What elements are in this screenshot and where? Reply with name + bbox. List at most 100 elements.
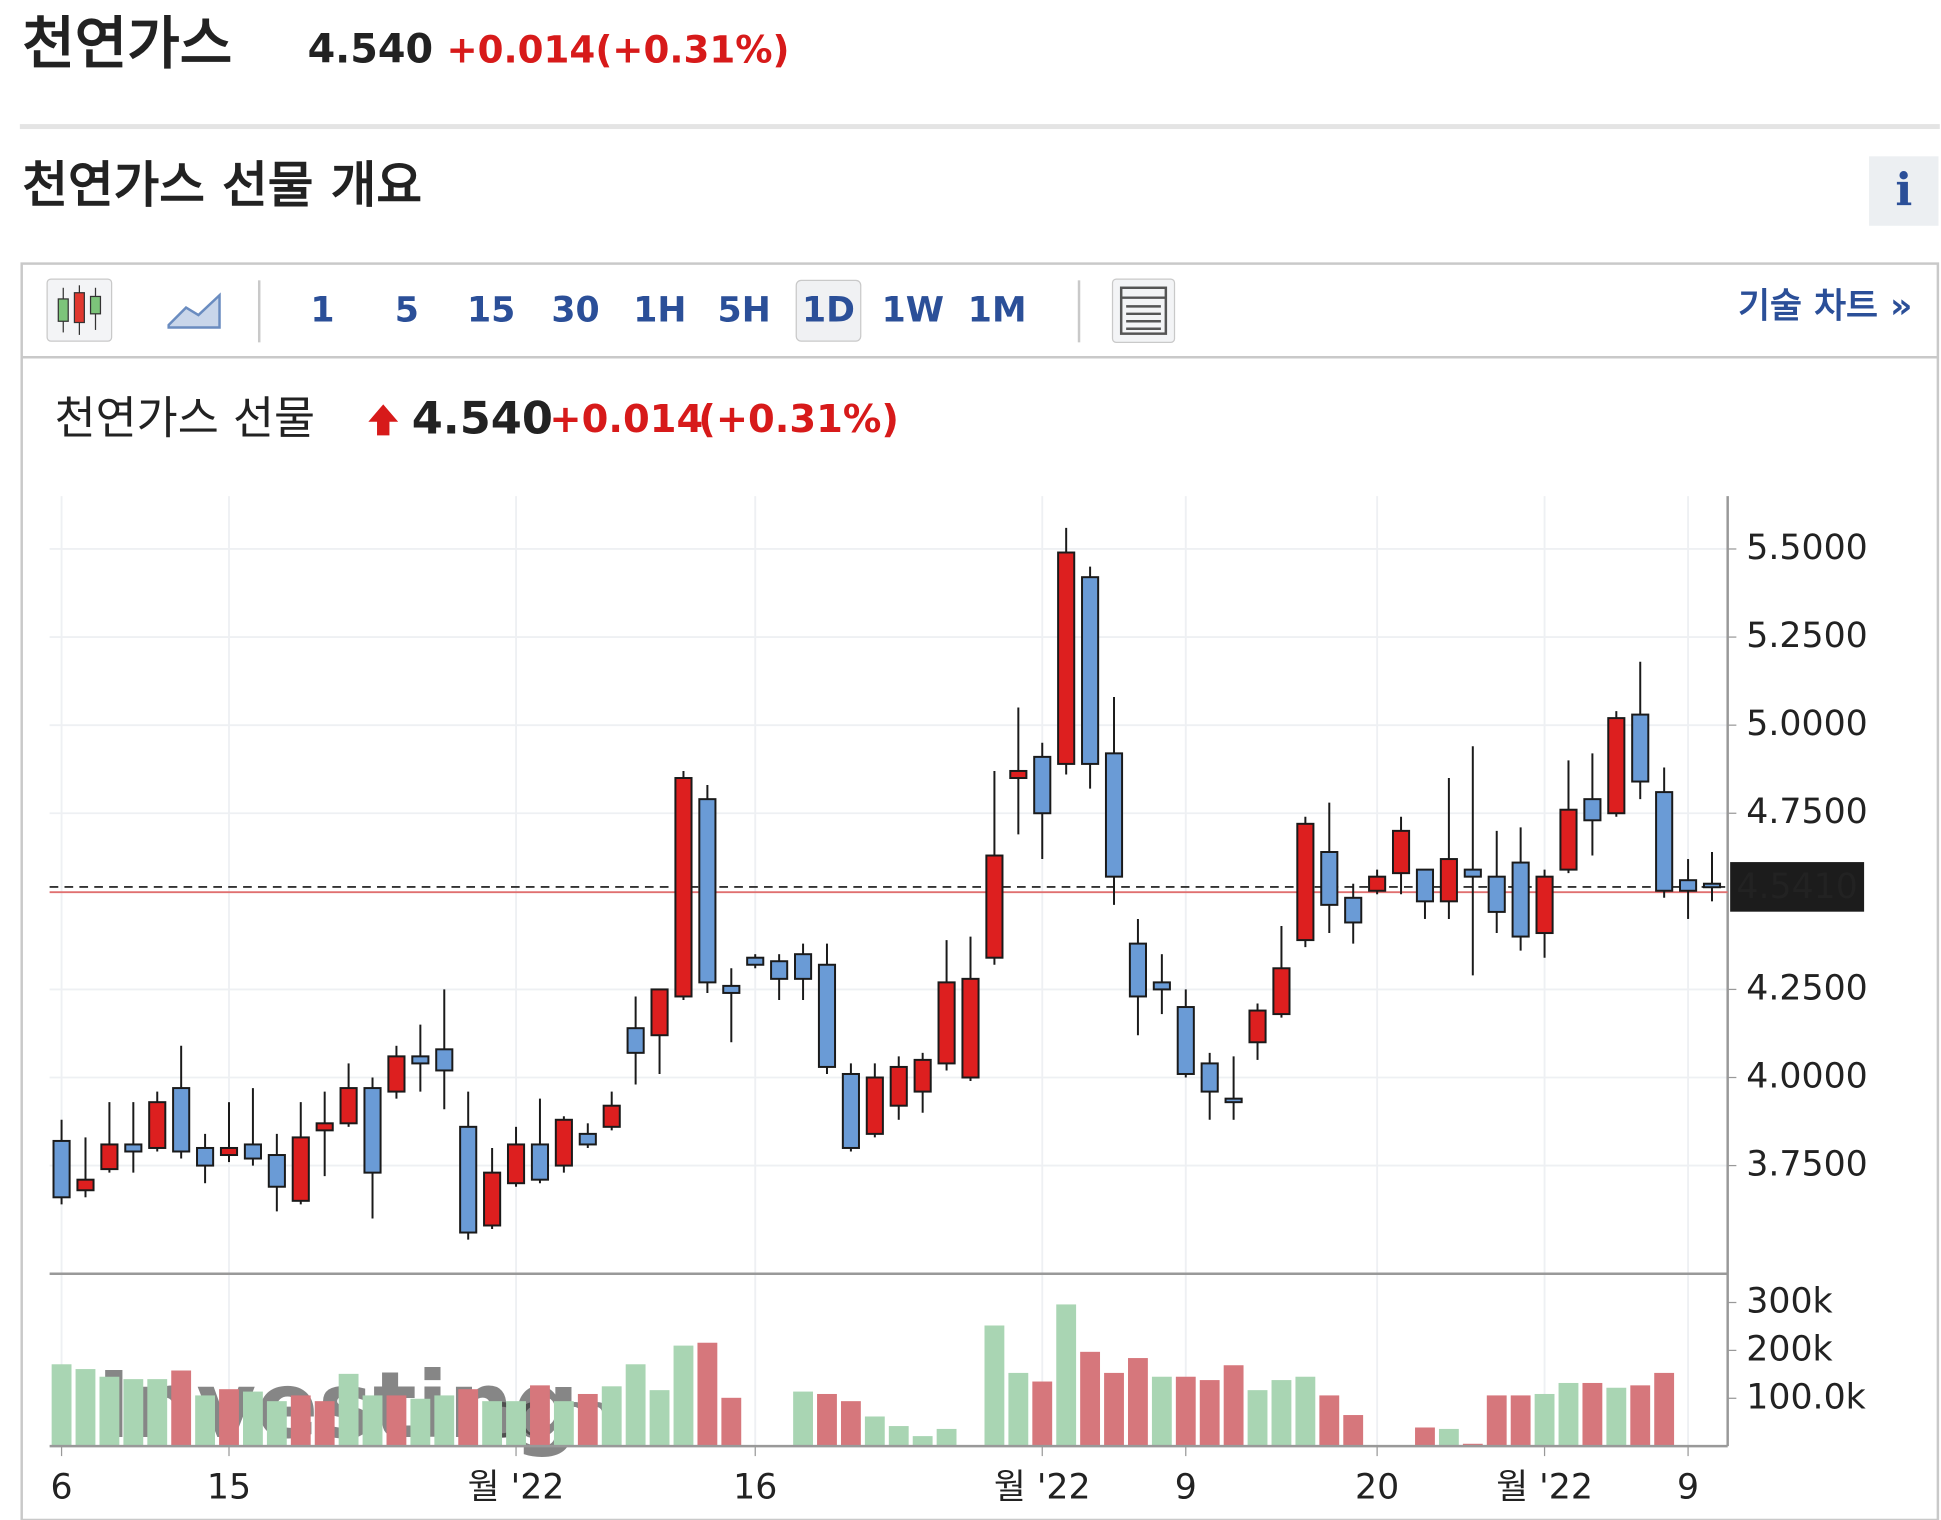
volume-bar bbox=[1582, 1382, 1603, 1447]
volume-bar bbox=[51, 1364, 72, 1447]
volume-bar bbox=[1415, 1427, 1435, 1447]
candle-body bbox=[794, 953, 813, 980]
candle-body bbox=[1176, 1006, 1195, 1075]
volume-bar bbox=[362, 1395, 383, 1447]
interval-button[interactable]: 5H bbox=[718, 290, 771, 330]
candle-body bbox=[530, 1143, 550, 1181]
candle-body bbox=[100, 1143, 119, 1171]
candle-body bbox=[1583, 798, 1602, 822]
info-icon[interactable]: i bbox=[1895, 163, 1912, 216]
candle-body bbox=[315, 1122, 334, 1132]
x-tick-label: 월 '22 bbox=[994, 1467, 1091, 1507]
volume-bar bbox=[410, 1398, 431, 1447]
table-view-button[interactable] bbox=[1111, 278, 1176, 343]
divider bbox=[19, 124, 1940, 130]
volume-bar bbox=[1319, 1395, 1340, 1447]
candle-body bbox=[387, 1055, 406, 1093]
volume-bar bbox=[171, 1370, 192, 1447]
candle-body bbox=[1224, 1097, 1243, 1104]
volume-tick-label: 300k bbox=[1746, 1282, 1832, 1322]
volume-bar bbox=[1032, 1381, 1053, 1447]
volume-bar bbox=[721, 1397, 742, 1447]
candle-body bbox=[1009, 769, 1028, 780]
volume-bar bbox=[458, 1389, 479, 1447]
volume-bar bbox=[649, 1390, 670, 1447]
x-tick-label: 월 '22 bbox=[1496, 1467, 1593, 1507]
header-change-pct: (+0.31%) bbox=[595, 28, 789, 72]
candle-body bbox=[985, 854, 1004, 959]
chart-legend-change-pct: (+0.31%) bbox=[698, 397, 899, 442]
interval-button[interactable]: 1W bbox=[882, 290, 944, 330]
volume-bar bbox=[1654, 1372, 1675, 1447]
volume-bar bbox=[1343, 1415, 1364, 1447]
candle-body bbox=[961, 977, 980, 1079]
volume-bar bbox=[1080, 1351, 1101, 1447]
candle-body bbox=[913, 1058, 932, 1093]
interval-button[interactable]: 5 bbox=[395, 290, 419, 330]
candle-body bbox=[291, 1136, 310, 1202]
volume-bar bbox=[673, 1345, 694, 1447]
candle-body bbox=[1679, 879, 1698, 892]
volume-bar bbox=[817, 1393, 837, 1447]
candle-body bbox=[937, 981, 956, 1065]
section-title: 천연가스 선물 개요 bbox=[22, 156, 422, 214]
x-tick-label: 16 bbox=[733, 1467, 777, 1507]
y-tick-label: 4.2500 bbox=[1746, 968, 1867, 1008]
candle-body bbox=[674, 777, 693, 998]
volume-bar bbox=[793, 1391, 813, 1447]
candle-body bbox=[602, 1104, 621, 1128]
last-price-box bbox=[1730, 862, 1865, 912]
candle-body bbox=[626, 1027, 645, 1054]
volume-bar bbox=[1606, 1387, 1627, 1447]
candle-body bbox=[52, 1139, 71, 1199]
volume-bar bbox=[1271, 1380, 1292, 1447]
candle-body bbox=[1368, 875, 1387, 892]
interval-button[interactable]: 15 bbox=[467, 290, 515, 330]
volume-bar bbox=[1295, 1376, 1316, 1447]
technical-chart-link[interactable]: 기술 차트 » bbox=[1738, 287, 1912, 327]
interval-button[interactable]: 30 bbox=[551, 290, 599, 330]
candle-body bbox=[1248, 1009, 1267, 1044]
volume-bar bbox=[912, 1436, 933, 1447]
volume-bar bbox=[338, 1373, 359, 1447]
interval-button[interactable]: 1 bbox=[310, 290, 334, 330]
info-button[interactable] bbox=[1869, 156, 1939, 226]
candle-body bbox=[1033, 755, 1052, 815]
active-interval bbox=[795, 279, 862, 342]
volume-bar bbox=[219, 1389, 239, 1447]
volume-bar bbox=[482, 1401, 503, 1447]
candle-body bbox=[1631, 713, 1650, 783]
volume-bar bbox=[530, 1385, 550, 1447]
candle-body bbox=[411, 1055, 430, 1065]
interval-button[interactable]: 1D bbox=[802, 290, 855, 330]
volume-bar bbox=[506, 1401, 526, 1447]
volume-bar bbox=[1223, 1365, 1244, 1447]
volume-bar bbox=[1534, 1393, 1555, 1447]
x-tick-label: 20 bbox=[1355, 1467, 1399, 1507]
interval-button[interactable]: 1H bbox=[633, 290, 686, 330]
volume-bar bbox=[1008, 1372, 1029, 1447]
candle-body bbox=[1200, 1062, 1219, 1093]
volume-bar bbox=[553, 1401, 574, 1447]
volume-bar bbox=[243, 1391, 263, 1447]
volume-bar bbox=[266, 1401, 287, 1447]
header-change: +0.014 bbox=[446, 28, 595, 72]
volume-bar bbox=[434, 1395, 455, 1447]
candle-body bbox=[459, 1125, 478, 1234]
candle-body bbox=[1511, 861, 1530, 938]
up-arrow bbox=[368, 404, 399, 436]
x-tick-label: 15 bbox=[207, 1467, 251, 1507]
line-type-button[interactable] bbox=[167, 292, 221, 329]
chart-legend-name: 천연가스 선물 bbox=[55, 393, 316, 445]
candle-body bbox=[363, 1087, 382, 1174]
candle-body bbox=[1487, 875, 1506, 913]
candle-body bbox=[722, 984, 741, 994]
interval-bar: 1 5 15 30 1H 5H 1D 1W 1M bbox=[310, 279, 1027, 342]
volume-bar bbox=[840, 1401, 861, 1447]
volume-bar bbox=[75, 1369, 96, 1447]
candle-body bbox=[243, 1143, 262, 1160]
interval-button[interactable]: 1M bbox=[968, 290, 1027, 330]
volume-bar bbox=[1151, 1376, 1172, 1447]
volume-bar bbox=[864, 1416, 885, 1447]
